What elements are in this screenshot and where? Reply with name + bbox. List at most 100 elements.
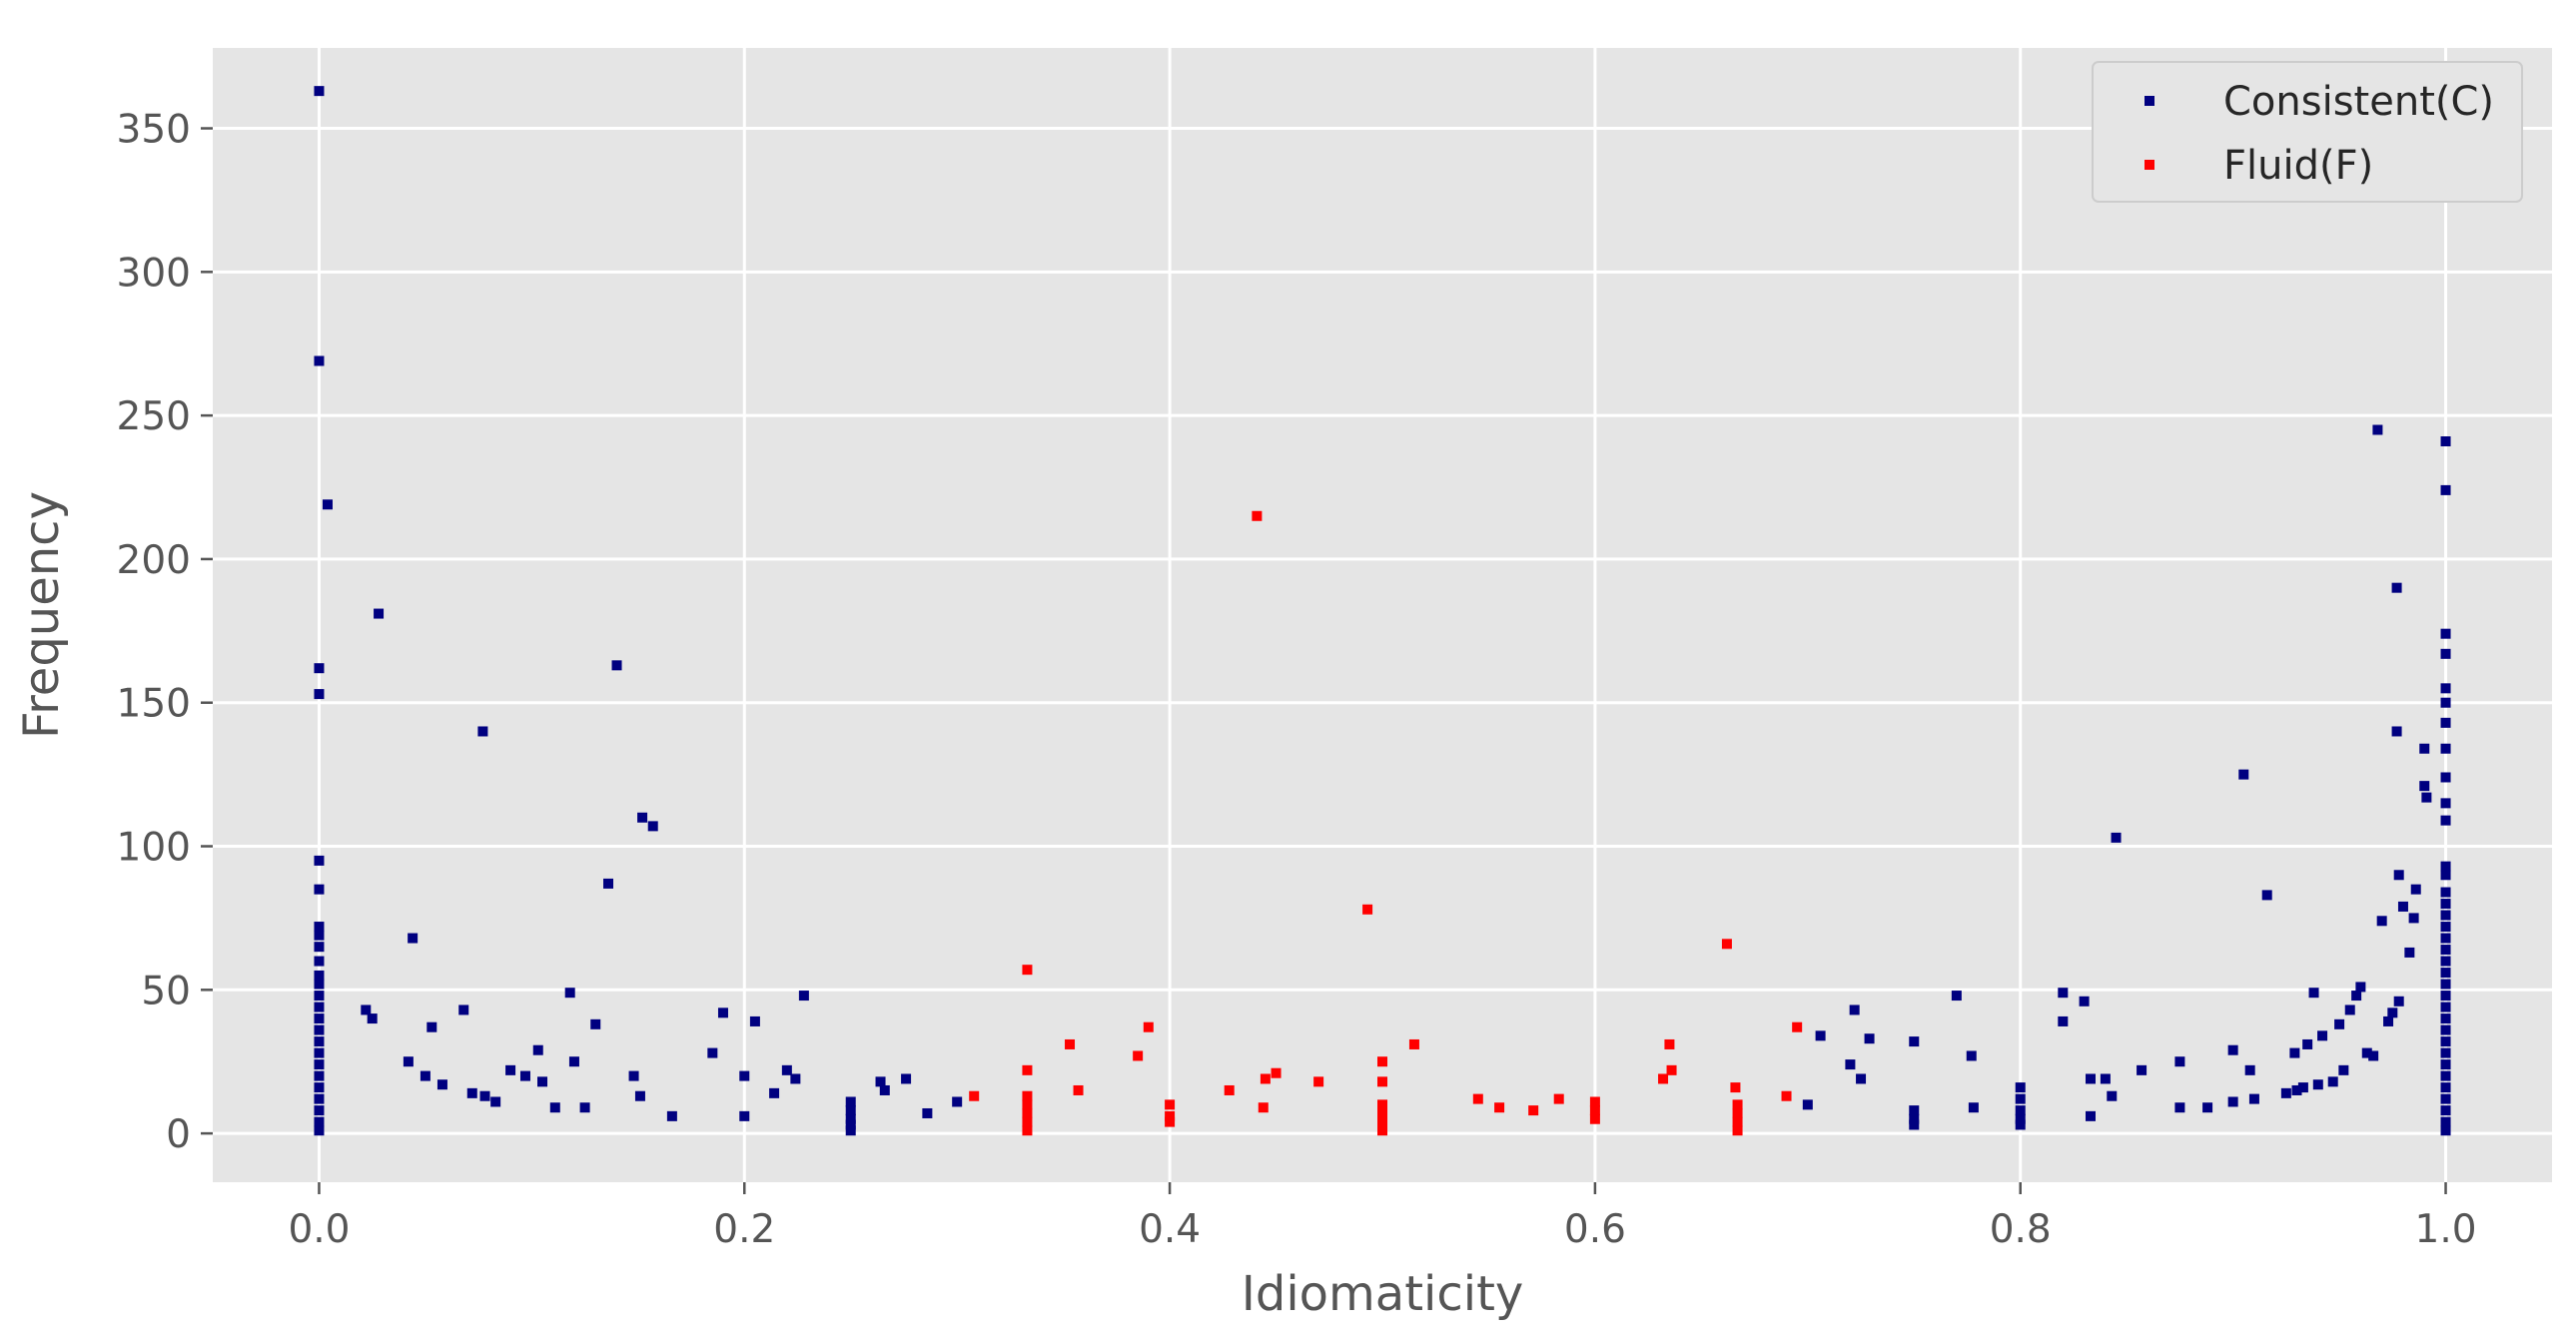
legend-box <box>2092 61 2523 203</box>
data-point <box>1845 1059 1856 1070</box>
data-point <box>1732 1107 1743 1118</box>
data-point <box>436 1079 447 1090</box>
data-point <box>1224 1084 1235 1095</box>
data-point <box>564 988 575 999</box>
data-point <box>2440 1013 2451 1024</box>
y-tick-label: 0 <box>166 1112 191 1157</box>
data-point <box>2344 1005 2355 1015</box>
data-point <box>1589 1113 1600 1124</box>
data-point <box>2280 1087 2291 1098</box>
data-point <box>922 1107 933 1118</box>
data-point <box>2404 947 2415 958</box>
data-point <box>1792 1021 1803 1032</box>
data-point <box>2308 988 2319 999</box>
data-point <box>611 660 622 671</box>
data-point <box>568 1056 579 1067</box>
data-point <box>707 1047 718 1058</box>
data-point <box>505 1064 516 1075</box>
data-point <box>1260 1073 1271 1084</box>
data-point <box>314 1013 325 1024</box>
data-point <box>1472 1093 1483 1104</box>
data-point <box>314 979 325 990</box>
data-point <box>314 1002 325 1012</box>
data-point <box>314 1047 325 1058</box>
data-point <box>2174 1102 2185 1113</box>
series-consistent <box>314 86 2451 1136</box>
data-point <box>739 1070 750 1081</box>
data-point <box>1377 1125 1387 1136</box>
data-point <box>1022 1116 1033 1127</box>
data-point <box>2085 1110 2096 1121</box>
data-point <box>314 1105 325 1116</box>
data-point <box>537 1076 548 1087</box>
legend-label-fluid: Fluid(F) <box>2223 143 2373 189</box>
data-point <box>2137 1064 2147 1075</box>
data-point <box>314 884 325 895</box>
data-point <box>314 663 325 674</box>
x-tick-label: 0.6 <box>1564 1207 1626 1252</box>
data-point <box>1721 939 1732 950</box>
y-tick-label: 150 <box>117 682 191 727</box>
data-point <box>2440 1082 2451 1093</box>
data-point <box>2440 1059 2451 1070</box>
data-point <box>2440 910 2451 921</box>
data-point <box>845 1105 856 1116</box>
data-point <box>314 970 325 981</box>
data-point <box>2085 1073 2096 1084</box>
data-point <box>969 1090 980 1101</box>
y-tick-label: 300 <box>117 251 191 296</box>
data-point <box>2440 717 2451 728</box>
data-point <box>479 1090 490 1101</box>
data-point <box>1165 1116 1176 1127</box>
data-point <box>2440 628 2451 639</box>
data-point <box>374 608 385 619</box>
data-point <box>1589 1105 1600 1116</box>
data-point <box>427 1021 437 1032</box>
data-point <box>1951 991 1962 1002</box>
data-point <box>1377 1056 1387 1067</box>
data-point <box>2440 815 2451 826</box>
axis-ticks: 0.0 0.2 0.4 0.6 0.8 1.0 0 50 100 150 200 250 300 350 <box>117 108 2477 1252</box>
data-point <box>2312 1079 2323 1090</box>
data-point <box>2338 1064 2349 1075</box>
data-point <box>845 1125 856 1136</box>
data-point <box>2421 792 2432 803</box>
data-point <box>1658 1073 1669 1084</box>
data-point <box>781 1064 792 1075</box>
data-point <box>2174 1056 2185 1067</box>
data-point <box>879 1084 890 1095</box>
data-point <box>314 956 325 967</box>
data-point <box>790 1073 801 1084</box>
y-tick-label: 200 <box>117 538 191 583</box>
data-point <box>2376 916 2387 927</box>
data-point <box>2440 697 2451 708</box>
data-point <box>403 1056 414 1067</box>
x-tick-label: 0.2 <box>713 1207 775 1252</box>
data-point <box>2419 743 2430 754</box>
legend-label-consistent: Consistent(C) <box>2223 79 2494 125</box>
data-point <box>1022 1064 1033 1075</box>
data-point <box>1666 1064 1677 1075</box>
data-point <box>590 1018 601 1029</box>
data-point <box>952 1096 963 1107</box>
data-point <box>2440 870 2451 881</box>
data-point <box>2100 1073 2111 1084</box>
data-point <box>634 1090 645 1101</box>
data-point <box>314 930 325 941</box>
legend-marker-consistent <box>2145 96 2154 106</box>
data-point <box>1377 1116 1387 1127</box>
data-point <box>314 86 325 97</box>
y-tick-label: 350 <box>117 108 191 153</box>
data-point <box>1856 1073 1867 1084</box>
data-point <box>322 499 333 510</box>
data-point <box>1732 1125 1743 1136</box>
data-point <box>2261 890 2272 901</box>
data-point <box>458 1005 469 1015</box>
data-point <box>2391 582 2402 593</box>
y-tick-label: 250 <box>117 394 191 439</box>
data-point <box>2111 832 2122 843</box>
data-point <box>532 1044 543 1055</box>
data-point <box>1313 1076 1324 1087</box>
data-point <box>2387 1008 2398 1018</box>
data-point <box>845 1119 856 1130</box>
